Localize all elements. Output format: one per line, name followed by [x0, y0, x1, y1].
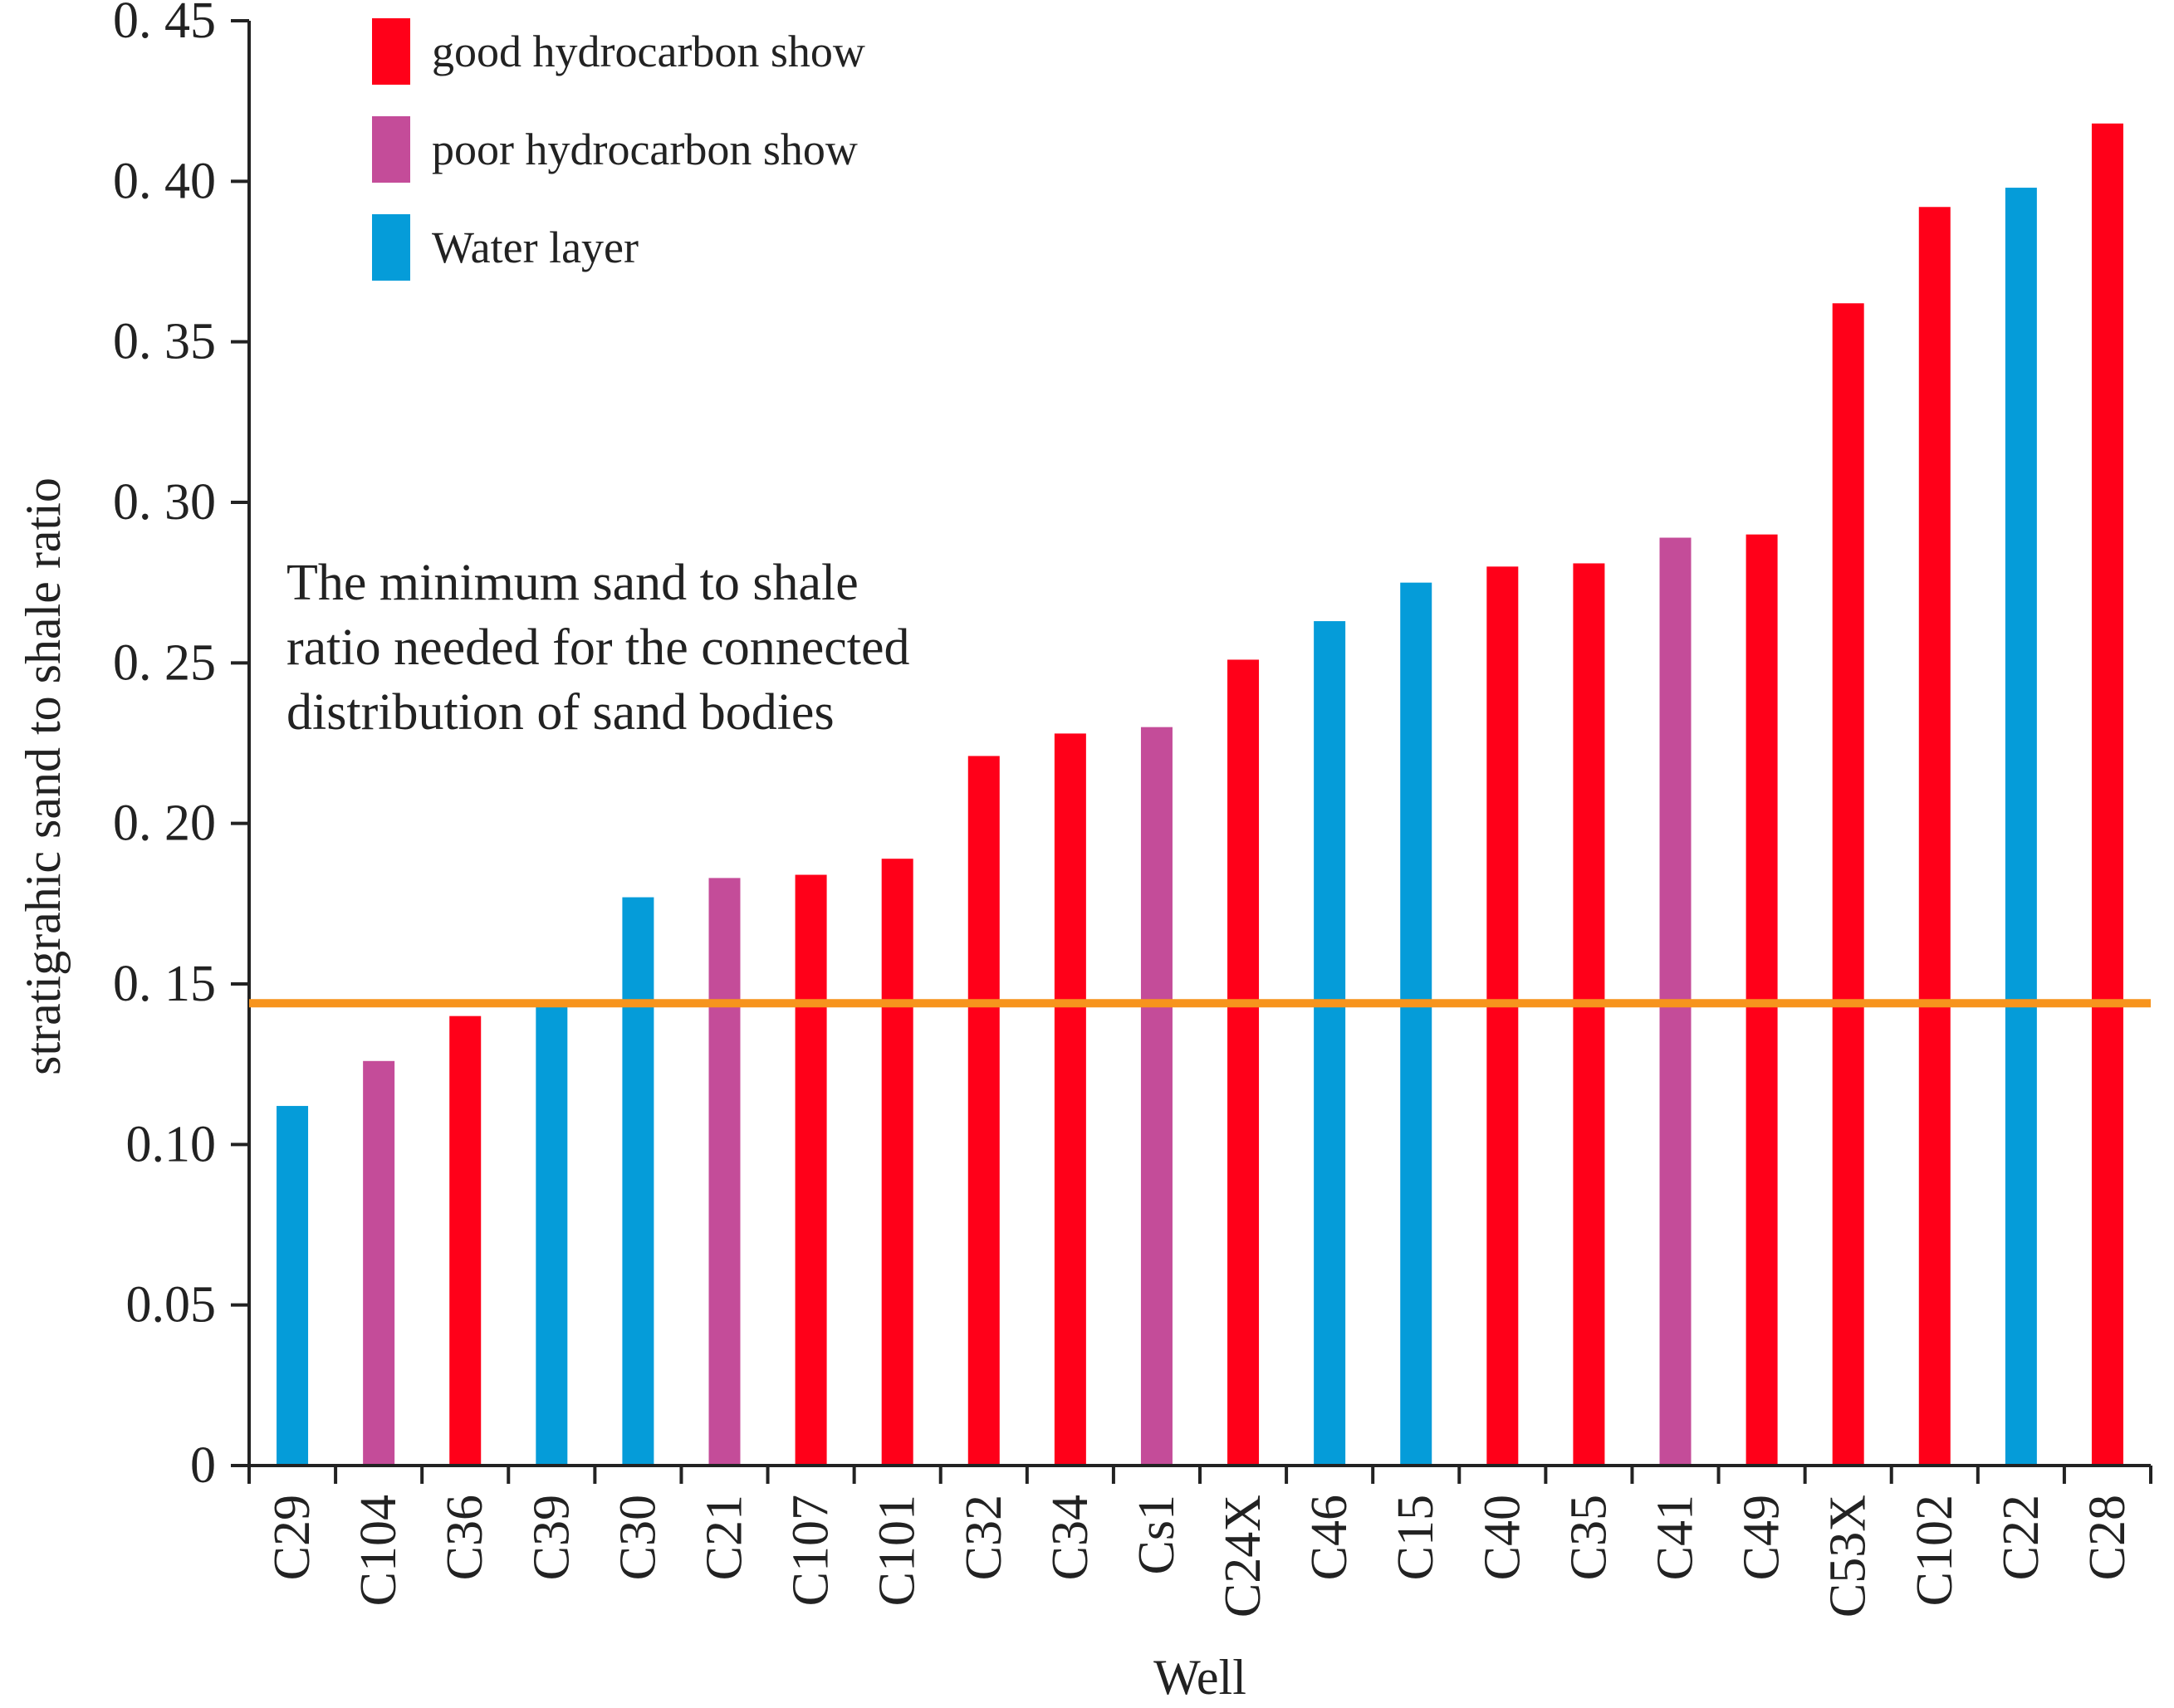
annotation-line: distribution of sand bodies — [286, 684, 835, 741]
bar-c35 — [1573, 563, 1605, 1466]
x-tick-label: C53X — [1820, 1495, 1877, 1617]
annotation-line: The minimum sand to shale — [286, 555, 859, 611]
bar-c30 — [622, 897, 654, 1466]
x-ticks-group: C29 C104 C36 C39 C30 C21 C107 C101 C32 C34 Cs1 C24X… — [247, 1466, 2152, 1617]
x-tick-label: C21 — [697, 1495, 753, 1580]
x-tick-label: C28 — [2079, 1495, 2136, 1580]
bar-c21 — [708, 878, 741, 1466]
bar-c36 — [449, 1016, 482, 1466]
bar-c101 — [881, 859, 913, 1466]
y-tick-label: 0. 20 — [113, 795, 216, 852]
bar-c28 — [2091, 123, 2123, 1466]
y-ticks-group: 0 0.05 0.10 0. 15 0. 20 0. 25 0. 30 0. 35 0. 40 0… — [113, 0, 249, 1494]
x-tick-label: C30 — [610, 1495, 666, 1580]
x-tick-label: C35 — [1560, 1495, 1617, 1580]
bars-group — [277, 123, 2123, 1466]
x-tick-label: C22 — [1993, 1495, 2049, 1580]
bar-c24x — [1227, 659, 1260, 1466]
y-tick-label: 0 — [190, 1437, 216, 1494]
x-tick-label: C29 — [264, 1495, 321, 1580]
bar-c102 — [1918, 207, 1951, 1466]
legend-swatch-poor — [372, 116, 410, 183]
annotation-line: ratio needed for the connected — [286, 619, 910, 676]
y-axis-title: stratigrahic sand to shale ratio — [16, 477, 71, 1075]
x-tick-label: Cs1 — [1129, 1495, 1185, 1574]
x-tick-label: C40 — [1474, 1495, 1530, 1580]
bar-c46 — [1314, 621, 1346, 1466]
bar-c40 — [1486, 566, 1519, 1466]
x-tick-label: C34 — [1042, 1495, 1099, 1580]
x-tick-label: C102 — [1907, 1495, 1963, 1606]
legend-label-water: Water layer — [432, 223, 639, 272]
y-tick-label: 0. 30 — [113, 474, 216, 531]
legend-label-good: good hydrocarbon show — [432, 27, 865, 76]
y-tick-label: 0. 40 — [113, 153, 216, 209]
y-tick-label: 0. 35 — [113, 314, 216, 370]
bar-c104 — [363, 1060, 395, 1466]
threshold-annotation: The minimum sand to shale ratio needed fo… — [286, 555, 910, 741]
bar-c107 — [795, 874, 827, 1466]
legend-label-poor: poor hydrocarbon show — [432, 125, 858, 174]
y-tick-label: 0.10 — [126, 1116, 217, 1172]
x-tick-label: C49 — [1734, 1495, 1790, 1580]
bar-c32 — [967, 756, 1000, 1466]
legend-swatch-good — [372, 18, 410, 85]
bar-c34 — [1054, 733, 1086, 1466]
bar-c15 — [1400, 582, 1432, 1466]
bar-c53x — [1832, 303, 1864, 1466]
x-tick-label: C15 — [1388, 1495, 1444, 1580]
y-tick-label: 0. 15 — [113, 956, 216, 1012]
x-tick-label: C32 — [956, 1495, 1012, 1580]
bar-c22 — [2005, 188, 2037, 1466]
x-tick-label: C107 — [783, 1495, 840, 1606]
x-tick-label: C24X — [1215, 1495, 1271, 1617]
x-tick-label: C46 — [1301, 1495, 1358, 1580]
x-tick-label: C101 — [869, 1495, 926, 1606]
legend: good hydrocarbon show poor hydrocarbon sh… — [372, 18, 865, 281]
x-tick-label: C39 — [523, 1495, 580, 1580]
x-tick-label: C104 — [350, 1495, 407, 1606]
legend-swatch-water — [372, 214, 410, 281]
x-axis-title: Well — [1153, 1650, 1246, 1705]
bar-c39 — [536, 1000, 568, 1466]
y-tick-label: 0. 25 — [113, 634, 216, 691]
x-tick-label: C36 — [437, 1495, 493, 1580]
bar-cs1 — [1140, 727, 1173, 1466]
x-tick-label: C41 — [1648, 1495, 1704, 1580]
y-tick-label: 0.05 — [126, 1277, 217, 1334]
bar-c29 — [277, 1105, 309, 1466]
y-tick-label: 0. 45 — [113, 0, 216, 49]
